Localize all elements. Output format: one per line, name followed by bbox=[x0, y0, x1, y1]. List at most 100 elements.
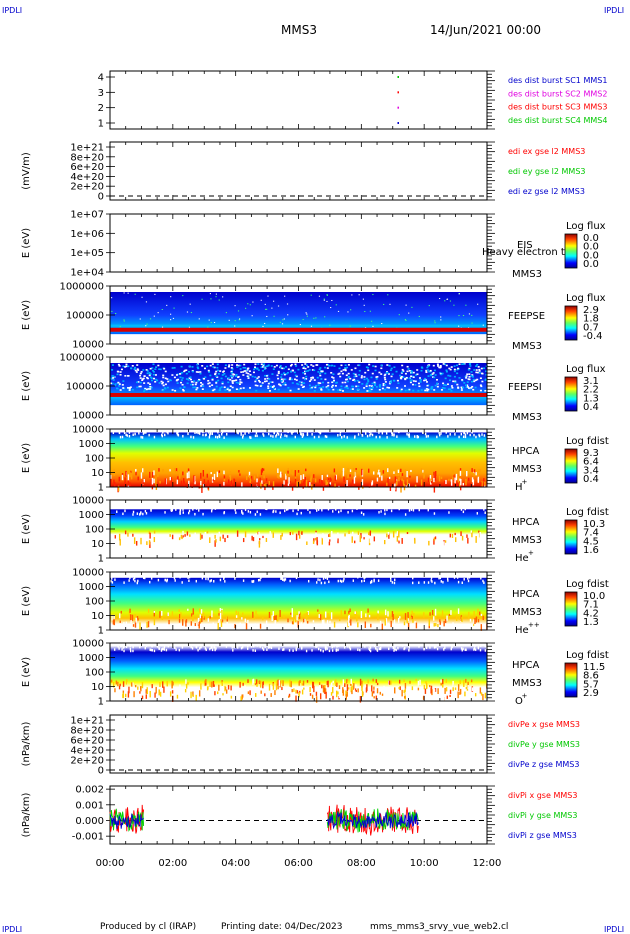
p5-speckle bbox=[280, 378, 283, 381]
p5-speckle bbox=[156, 379, 159, 382]
p5-speckle bbox=[162, 389, 165, 392]
p9-speckle bbox=[295, 648, 298, 652]
p5-speckle bbox=[319, 374, 322, 377]
p9-speckle bbox=[134, 685, 137, 688]
p5-speckle bbox=[271, 373, 274, 375]
p5-speckle bbox=[298, 380, 301, 383]
p5-speckle bbox=[396, 387, 399, 389]
p8-speckle bbox=[200, 609, 203, 614]
p4-speckle bbox=[279, 321, 281, 323]
p5-speckle bbox=[181, 377, 184, 379]
p7-speckle bbox=[180, 534, 183, 539]
p6-speckle bbox=[137, 476, 139, 481]
p8-speckle bbox=[434, 615, 437, 619]
p5-speckle bbox=[279, 366, 282, 369]
p6-speckle bbox=[471, 477, 474, 483]
p8-speckle bbox=[302, 618, 305, 623]
p7-speckle bbox=[298, 530, 300, 536]
p8-speckle bbox=[201, 576, 204, 580]
p5-speckle bbox=[389, 381, 392, 384]
p5-speckle bbox=[481, 380, 484, 383]
p5-speckle bbox=[433, 369, 436, 372]
p4-ytick-label: 10000 bbox=[72, 340, 104, 351]
p9-speckle bbox=[256, 644, 259, 647]
p5-speckle bbox=[280, 380, 283, 382]
p7-species-label: He bbox=[515, 553, 529, 564]
p5-speckle bbox=[409, 380, 412, 382]
p7-speckle bbox=[163, 541, 165, 545]
p7-speckle bbox=[398, 507, 400, 511]
p9-speckle bbox=[376, 688, 379, 694]
p7-speckle bbox=[242, 512, 244, 515]
p8-speckle bbox=[325, 611, 327, 618]
p11-frame bbox=[109, 785, 488, 845]
p5-speckle bbox=[200, 382, 203, 384]
p8-speckle bbox=[219, 578, 222, 582]
p6-speckle bbox=[400, 479, 402, 486]
p9-speckle bbox=[298, 691, 300, 698]
p5-speckle bbox=[202, 385, 205, 387]
p7-speckle bbox=[132, 533, 134, 537]
p6-speckle bbox=[223, 481, 225, 486]
p5-speckle bbox=[438, 366, 441, 369]
p6-speckle bbox=[280, 472, 282, 478]
p7-speckle bbox=[279, 511, 281, 515]
p6-speckle bbox=[128, 431, 131, 434]
p5-speckle bbox=[221, 382, 224, 385]
p5-speckle bbox=[322, 386, 325, 388]
p6-speckle bbox=[334, 475, 337, 481]
p5-speckle bbox=[270, 365, 273, 367]
p9-speckle bbox=[149, 648, 151, 651]
p5-speckle bbox=[257, 369, 260, 371]
p6-speckle bbox=[473, 433, 475, 437]
p5-speckle bbox=[346, 387, 349, 390]
p5-speckle bbox=[124, 366, 127, 368]
p5-speckle bbox=[244, 370, 247, 372]
p5-speckle bbox=[223, 373, 226, 375]
p6-speckle bbox=[346, 436, 348, 439]
p9-speckle bbox=[477, 645, 480, 649]
p4-speckle bbox=[215, 296, 217, 298]
p9-speckle bbox=[281, 686, 283, 691]
p5-speckle bbox=[348, 376, 351, 378]
p5-speckle bbox=[391, 373, 394, 376]
p8-speckle bbox=[289, 579, 291, 583]
p5-speckle bbox=[366, 382, 369, 385]
p5-speckle bbox=[272, 368, 275, 370]
p7-speckle bbox=[319, 534, 322, 539]
p6-speckle bbox=[209, 433, 211, 437]
p8-speckle bbox=[137, 579, 139, 583]
p7-speckle bbox=[306, 541, 308, 546]
p5-speckle bbox=[472, 378, 475, 381]
p9-speckle bbox=[380, 644, 382, 647]
p5-speckle bbox=[271, 381, 274, 384]
p5-speckle bbox=[358, 374, 361, 376]
p5-speckle bbox=[434, 384, 437, 387]
p4-speckle bbox=[428, 305, 430, 307]
p9-speckle bbox=[403, 679, 405, 682]
p9-speckle bbox=[236, 694, 239, 698]
p7-speckle bbox=[443, 541, 445, 547]
p5-speckle bbox=[236, 366, 239, 368]
p6-speckle bbox=[391, 432, 394, 436]
p9-speckle bbox=[446, 695, 448, 699]
p5-speckle bbox=[480, 385, 483, 388]
p9-speckle bbox=[415, 678, 417, 682]
p7-speckle bbox=[356, 507, 358, 510]
p4-speckle bbox=[363, 304, 365, 306]
p5-speckle bbox=[320, 370, 323, 373]
p9-speckle bbox=[187, 688, 189, 692]
p5-speckle bbox=[282, 383, 285, 386]
p5-speckle bbox=[263, 380, 266, 383]
p3-ytick-label: 1e+04 bbox=[70, 268, 104, 279]
p8-speckle bbox=[129, 614, 132, 622]
p5-speckle bbox=[466, 381, 469, 383]
p9-speckle bbox=[472, 643, 474, 647]
p5-speckle bbox=[370, 376, 373, 379]
p6-speckle bbox=[159, 480, 161, 484]
p5-speckle bbox=[441, 372, 444, 375]
p9-speckle bbox=[309, 693, 312, 696]
p6-speckle bbox=[438, 484, 440, 488]
p7-speckle bbox=[412, 508, 415, 512]
